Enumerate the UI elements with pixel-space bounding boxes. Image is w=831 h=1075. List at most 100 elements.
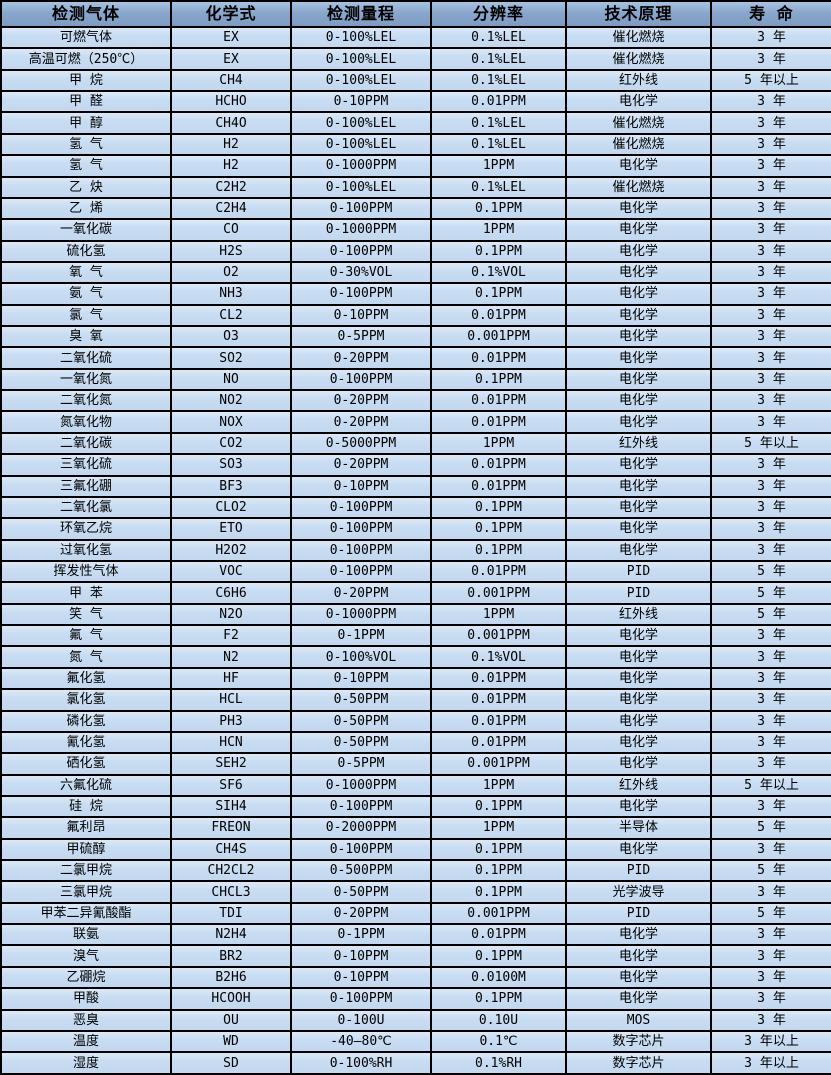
table-row: 恶臭 OU 0-100U 0.10U MOS 3 年 — [0, 1008, 831, 1032]
cell-gas: 乙 烯 — [0, 196, 172, 221]
cell-principle: 电化学 — [565, 624, 712, 648]
cell-formula: OU — [170, 1008, 292, 1032]
cell-principle: 电化学 — [565, 282, 712, 306]
cell-resolution: 0.1PPM — [430, 538, 567, 563]
column-header-lifespan: 寿 命 — [710, 0, 831, 28]
cell-formula: H2S — [170, 239, 292, 263]
column-header-principle: 技术原理 — [565, 0, 712, 28]
cell-resolution: 0.01PPM — [430, 389, 567, 413]
cell-lifespan: 3 年 — [710, 666, 831, 691]
cell-resolution: 0.01PPM — [430, 709, 567, 733]
cell-gas: 乙 炔 — [0, 175, 172, 199]
cell-lifespan: 3 年 — [710, 111, 831, 135]
cell-gas: 可燃气体 — [0, 25, 172, 50]
cell-gas: 硒化氢 — [0, 752, 172, 776]
cell-gas: 联氨 — [0, 923, 172, 947]
cell-lifespan: 3 年以上 — [710, 1029, 831, 1054]
table-row: 硅 烷 SIH4 0-100PPM 0.1PPM 电化学 3 年 — [0, 794, 831, 819]
cell-gas: 甲 烷 — [0, 68, 172, 93]
cell-formula: CHCL3 — [170, 880, 292, 904]
cell-principle: 电化学 — [565, 218, 712, 242]
cell-gas: 甲苯二异氰酸酯 — [0, 901, 172, 926]
cell-range: 0-100%VOL — [290, 645, 432, 669]
cell-range: 0-100PPM — [290, 538, 432, 563]
cell-lifespan: 5 年以上 — [710, 773, 831, 797]
cell-formula: HCOOH — [170, 987, 292, 1011]
cell-formula: B2H6 — [170, 965, 292, 990]
table-row: 氨 气 NH3 0-100PPM 0.1PPM 电化学 3 年 — [0, 282, 831, 306]
cell-formula: FREON — [170, 816, 292, 840]
cell-formula: H2 — [170, 154, 292, 178]
cell-gas: 笑 气 — [0, 602, 172, 627]
cell-lifespan: 3 年 — [710, 837, 831, 862]
table-row: 甲 苯 C6H6 0-20PPM 0.001PPM PID 5 年 — [0, 581, 831, 605]
cell-lifespan: 3 年 — [710, 260, 831, 285]
cell-lifespan: 3 年 — [710, 538, 831, 563]
table-row: 硒化氢 SEH2 0-5PPM 0.001PPM 电化学 3 年 — [0, 752, 831, 776]
cell-lifespan: 3 年 — [710, 752, 831, 776]
cell-formula: PH3 — [170, 709, 292, 733]
table-row: 甲 醛 HCHO 0-10PPM 0.01PPM 电化学 3 年 — [0, 90, 831, 114]
table-row: 高温可燃（250℃） EX 0-100%LEL 0.1%LEL 催化燃烧 3 年 — [0, 47, 831, 71]
cell-formula: H2 — [170, 132, 292, 157]
cell-gas: 二氧化氮 — [0, 389, 172, 413]
cell-gas: 氯化氢 — [0, 688, 172, 712]
cell-gas: 氮氧化物 — [0, 410, 172, 434]
cell-principle: 催化燃烧 — [565, 175, 712, 199]
cell-resolution: 0.01PPM — [430, 559, 567, 584]
cell-range: 0-100PPM — [290, 559, 432, 584]
table-row: 氟化氢 HF 0-10PPM 0.01PPM 电化学 3 年 — [0, 666, 831, 691]
cell-range: 0-20PPM — [290, 581, 432, 605]
cell-formula: EX — [170, 47, 292, 71]
cell-formula: NOX — [170, 410, 292, 434]
cell-principle: 电化学 — [565, 688, 712, 712]
table-row: 六氟化硫 SF6 0-1000PPM 1PPM 红外线 5 年以上 — [0, 773, 831, 797]
cell-resolution: 1PPM — [430, 218, 567, 242]
cell-principle: 电化学 — [565, 517, 712, 541]
cell-principle: 电化学 — [565, 389, 712, 413]
table-row: 二氧化硫 SO2 0-20PPM 0.01PPM 电化学 3 年 — [0, 346, 831, 370]
cell-formula: BR2 — [170, 944, 292, 968]
cell-resolution: 0.01PPM — [430, 666, 567, 691]
cell-principle: PID — [565, 559, 712, 584]
cell-resolution: 0.1%LEL — [430, 47, 567, 71]
cell-range: 0-100%LEL — [290, 111, 432, 135]
cell-principle: 数字芯片 — [565, 1051, 712, 1075]
cell-gas: 氢 气 — [0, 154, 172, 178]
cell-resolution: 0.001PPM — [430, 624, 567, 648]
cell-principle: 电化学 — [565, 453, 712, 477]
cell-lifespan: 3 年 — [710, 495, 831, 520]
cell-gas: 乙硼烷 — [0, 965, 172, 990]
cell-principle: 电化学 — [565, 154, 712, 178]
table-row: 乙硼烷 B2H6 0-10PPM 0.0100M 电化学 3 年 — [0, 965, 831, 990]
cell-principle: 电化学 — [565, 90, 712, 114]
cell-lifespan: 3 年 — [710, 709, 831, 733]
cell-lifespan: 5 年 — [710, 581, 831, 605]
column-header-range: 检测量程 — [290, 0, 432, 28]
cell-formula: CH4 — [170, 68, 292, 93]
cell-gas: 氨 气 — [0, 282, 172, 306]
cell-principle: 电化学 — [565, 987, 712, 1011]
cell-lifespan: 3 年 — [710, 389, 831, 413]
cell-principle: 光学波导 — [565, 880, 712, 904]
table-row: 二氧化氮 NO2 0-20PPM 0.01PPM 电化学 3 年 — [0, 389, 831, 413]
cell-range: 0-100PPM — [290, 517, 432, 541]
cell-resolution: 0.1%VOL — [430, 260, 567, 285]
cell-formula: CH4O — [170, 111, 292, 135]
table-row: 甲苯二异氰酸酯 TDI 0-20PPM 0.001PPM PID 5 年 — [0, 901, 831, 926]
cell-resolution: 0.1PPM — [430, 987, 567, 1011]
cell-principle: MOS — [565, 1008, 712, 1032]
cell-range: 0-20PPM — [290, 410, 432, 434]
cell-resolution: 0.1PPM — [430, 495, 567, 520]
cell-range: 0-100%LEL — [290, 175, 432, 199]
table-row: 氢 气 H2 0-1000PPM 1PPM 电化学 3 年 — [0, 154, 831, 178]
cell-gas: 湿度 — [0, 1051, 172, 1075]
cell-principle: 电化学 — [565, 196, 712, 221]
cell-principle: 电化学 — [565, 325, 712, 349]
cell-formula: TDI — [170, 901, 292, 926]
cell-principle: 电化学 — [565, 752, 712, 776]
cell-range: 0-100PPM — [290, 239, 432, 263]
table-row: 笑 气 N2O 0-1000PPM 1PPM 红外线 5 年 — [0, 602, 831, 627]
